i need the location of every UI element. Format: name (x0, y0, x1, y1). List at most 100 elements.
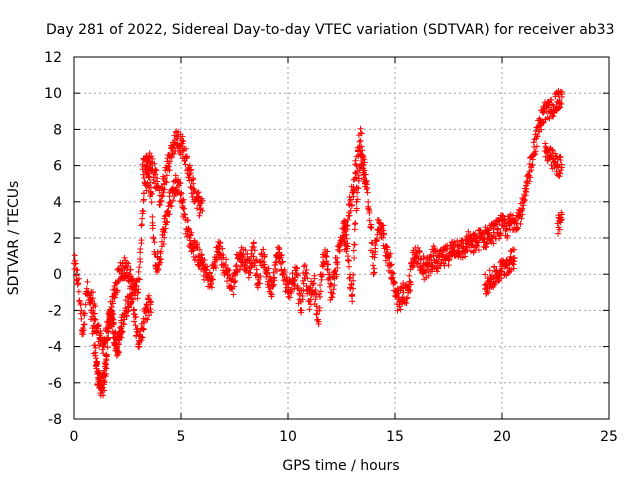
data-point (185, 217, 192, 224)
data-point (209, 276, 216, 283)
data-point (389, 269, 396, 276)
data-point (103, 353, 110, 360)
data-point (344, 216, 351, 223)
data-point (131, 306, 138, 313)
data-point (91, 342, 98, 349)
data-point (336, 248, 343, 255)
data-point (435, 265, 442, 272)
data-point (264, 269, 271, 276)
y-tick-label: 0 (53, 267, 62, 283)
data-point (161, 186, 168, 193)
data-point (390, 278, 397, 285)
data-point (529, 161, 536, 168)
data-point (495, 278, 502, 285)
data-point (127, 283, 134, 290)
data-point (161, 234, 168, 241)
data-point (100, 379, 107, 386)
data-point (486, 267, 493, 274)
data-point (208, 275, 215, 282)
data-point (360, 174, 367, 181)
y-tick-label: -4 (48, 340, 62, 356)
data-point (76, 275, 83, 282)
data-point (538, 126, 545, 133)
data-point (306, 306, 313, 313)
data-point (293, 264, 300, 271)
data-point (123, 312, 130, 319)
data-point (136, 264, 143, 271)
data-point (133, 283, 140, 290)
data-point (303, 267, 310, 274)
data-point (105, 328, 112, 335)
data-point (360, 162, 367, 169)
data-point (503, 225, 510, 232)
data-point (145, 292, 152, 299)
data-point (140, 208, 147, 215)
data-point (151, 160, 158, 167)
data-point (96, 369, 103, 376)
data-point (455, 252, 462, 259)
data-point (347, 196, 354, 203)
data-point (135, 275, 142, 282)
data-point (523, 185, 530, 192)
data-point (557, 153, 564, 160)
data-point (157, 256, 164, 263)
data-point (532, 148, 539, 155)
data-point (548, 146, 555, 153)
data-point (380, 222, 387, 229)
data-point (147, 301, 154, 308)
data-point (313, 303, 320, 310)
data-point (330, 290, 337, 297)
data-point (349, 201, 356, 208)
data-point (147, 179, 154, 186)
data-point (391, 279, 398, 286)
data-point (364, 184, 371, 191)
data-point (82, 301, 89, 308)
y-tick-label: 8 (53, 122, 62, 138)
y-tick-label: 2 (53, 231, 62, 247)
data-point (75, 280, 82, 287)
data-point (485, 289, 492, 296)
data-point (415, 259, 422, 266)
data-point (247, 270, 254, 277)
data-point (177, 180, 184, 187)
y-tick-label: -2 (48, 303, 62, 319)
data-point (140, 326, 147, 333)
data-point (347, 207, 354, 214)
data-point (95, 321, 102, 328)
data-point (152, 166, 159, 173)
data-point (315, 318, 322, 325)
data-point (163, 179, 170, 186)
data-point (533, 143, 540, 150)
data-point (185, 225, 192, 232)
data-point (232, 278, 239, 285)
data-point (532, 127, 539, 134)
data-point (396, 301, 403, 308)
data-point (208, 284, 215, 291)
data-point (537, 122, 544, 129)
data-point (146, 150, 153, 157)
data-point (406, 278, 413, 285)
data-point (557, 170, 564, 177)
data-point (553, 153, 560, 160)
data-point (373, 237, 380, 244)
data-point (414, 244, 421, 251)
data-point (352, 220, 359, 227)
data-point (380, 231, 387, 238)
x-tick-label: 5 (177, 429, 186, 445)
data-point (327, 280, 334, 287)
data-point (344, 257, 351, 264)
data-point (92, 344, 99, 351)
data-point (357, 137, 364, 144)
data-point (498, 275, 505, 282)
data-point (465, 228, 472, 235)
data-point (101, 387, 108, 394)
data-point (492, 220, 499, 227)
data-point (75, 288, 82, 295)
data-point (300, 287, 307, 294)
y-axis-label: SDTVAR / TECUs (6, 181, 22, 296)
data-point (175, 176, 182, 183)
data-point (445, 256, 452, 263)
data-point (252, 272, 259, 279)
data-point (390, 270, 397, 277)
data-point (521, 196, 528, 203)
